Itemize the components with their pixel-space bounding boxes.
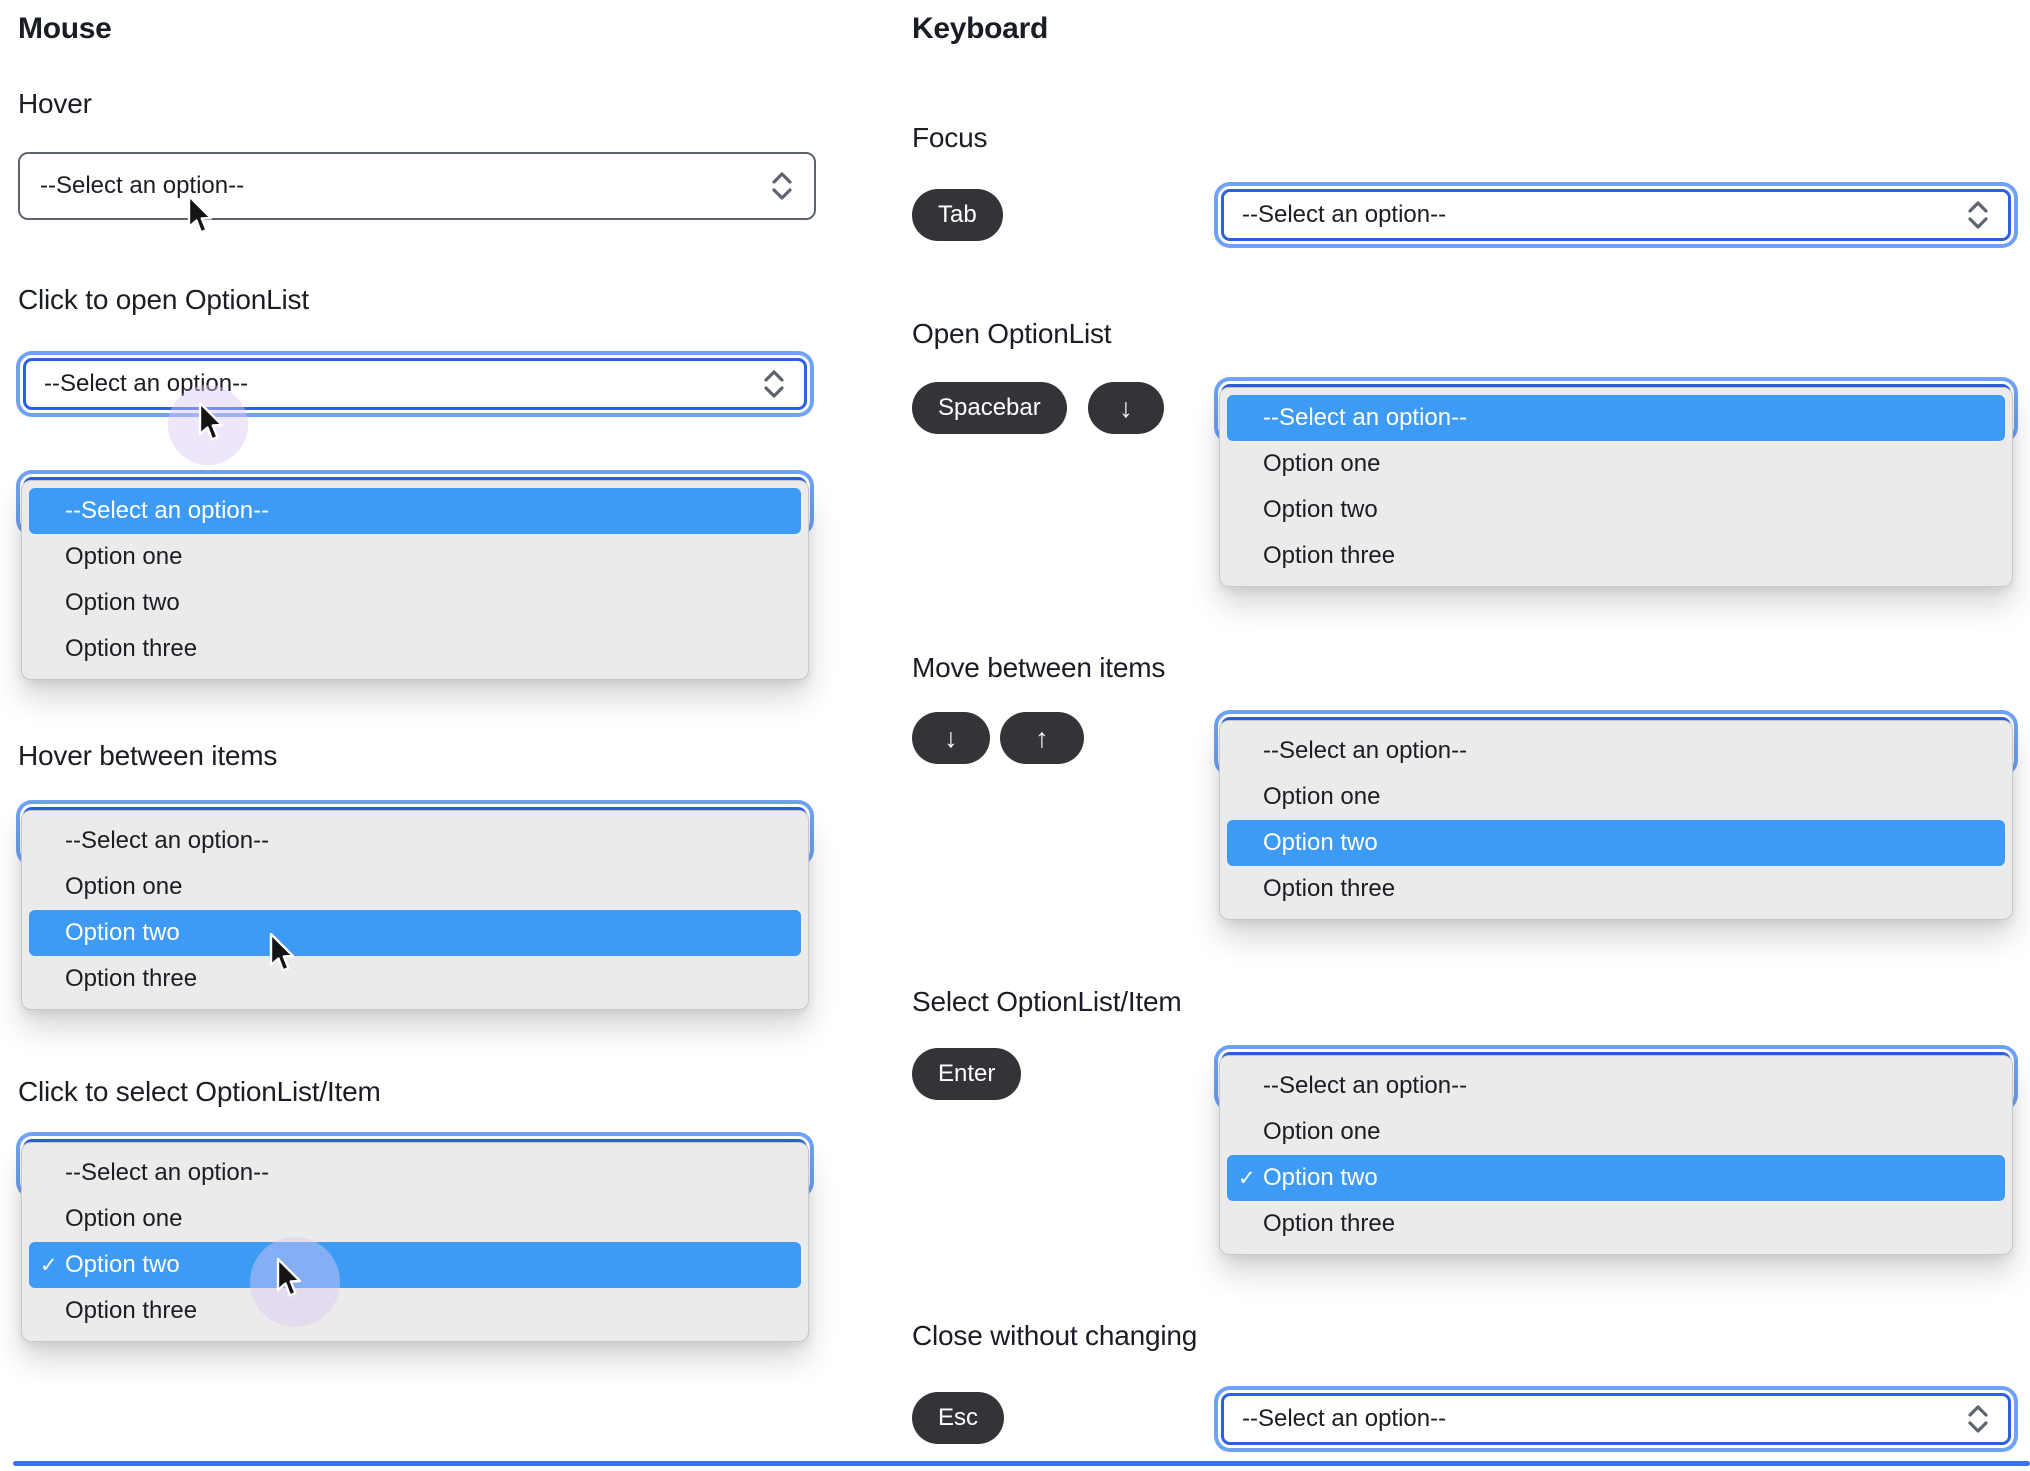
optionlist-panel: --Select an option-- Option one Option t… xyxy=(1219,387,2013,587)
column-title-mouse: Mouse xyxy=(18,12,112,45)
option-item[interactable]: Option three xyxy=(65,1297,198,1324)
section-label-move: Move between items xyxy=(912,652,1166,683)
select-placeholder: --Select an option-- xyxy=(1242,1405,1447,1432)
optionlist-panel: --Select an option-- Option one ✓ Option… xyxy=(1219,1055,2013,1255)
key-esc: Esc xyxy=(912,1392,1005,1444)
optionlist-panel: --Select an option-- Option one Option t… xyxy=(1219,720,2013,920)
section-label-hover: Hover xyxy=(18,88,92,119)
option-item[interactable]: --Select an option-- xyxy=(1263,1072,1468,1099)
section-label-hover-between: Hover between items xyxy=(18,740,278,771)
optionlist-open: --Select an option-- Option one Option t… xyxy=(1214,377,2018,587)
section-label-click-open: Click to open OptionList xyxy=(18,284,309,315)
chevron-updown-icon xyxy=(1966,200,1990,230)
key-tab: Tab xyxy=(912,189,1003,241)
option-item[interactable]: Option one xyxy=(65,873,183,900)
option-item[interactable]: Option three xyxy=(65,635,198,662)
option-item-selected[interactable]: ✓ Option two xyxy=(1227,1155,2005,1201)
mouse-cursor-icon xyxy=(268,932,296,980)
option-item[interactable]: --Select an option-- xyxy=(65,827,270,854)
select-placeholder: --Select an option-- xyxy=(40,172,245,199)
option-item[interactable]: Option three xyxy=(1263,1210,1396,1237)
optionlist-click-to-select: --Select an option-- Option one ✓ Option… xyxy=(16,1132,814,1342)
section-label-open: Open OptionList xyxy=(912,318,1112,349)
mouse-cursor-icon xyxy=(275,1257,303,1305)
section-label-click-select: Click to select OptionList/Item xyxy=(18,1076,381,1107)
select-focus[interactable]: --Select an option-- xyxy=(1221,189,2011,241)
optionlist-move: --Select an option-- Option one Option t… xyxy=(1214,710,2018,920)
section-label-select: Select OptionList/Item xyxy=(912,986,1182,1017)
optionlist-panel: --Select an option-- Option one Option t… xyxy=(21,480,809,680)
select-close[interactable]: --Select an option-- xyxy=(1221,1393,2011,1445)
chevron-updown-icon xyxy=(762,369,786,399)
option-item[interactable]: Option one xyxy=(1263,450,1381,477)
mouse-cursor-icon xyxy=(186,194,214,242)
select-placeholder: --Select an option-- xyxy=(1242,201,1447,228)
column-title-keyboard: Keyboard xyxy=(912,12,1048,45)
checkmark-icon: ✓ xyxy=(1238,1166,1256,1190)
key-enter: Enter xyxy=(912,1048,1022,1100)
option-item[interactable]: Option two xyxy=(1263,496,1378,523)
option-item[interactable]: Option one xyxy=(1263,783,1381,810)
select-click-to-open[interactable]: --Select an option-- xyxy=(23,358,807,410)
optionlist-panel: --Select an option-- Option one ✓ Option… xyxy=(21,1142,809,1342)
option-item[interactable]: Option two xyxy=(65,589,180,616)
option-item[interactable]: Option one xyxy=(1263,1118,1381,1145)
option-item[interactable]: --Select an option-- xyxy=(65,1159,270,1186)
key-spacebar: Spacebar xyxy=(912,382,1067,434)
optionlist-click-to-open: --Select an option-- Option one Option t… xyxy=(16,470,814,680)
key-arrow-down: ↓ xyxy=(912,712,990,764)
checkmark-icon: ✓ xyxy=(40,1253,58,1277)
key-arrow-down: ↓ xyxy=(1088,382,1164,434)
option-item-selected[interactable]: --Select an option-- xyxy=(29,488,801,534)
select-hover[interactable]: --Select an option-- xyxy=(18,152,816,220)
option-item[interactable]: Option three xyxy=(65,965,198,992)
option-item-selected[interactable]: ✓ Option two xyxy=(29,1242,801,1288)
optionlist-panel: --Select an option-- Option one Option t… xyxy=(21,810,809,1010)
chevron-updown-icon xyxy=(1966,1404,1990,1434)
option-item-active[interactable]: Option two xyxy=(1227,820,2005,866)
optionlist-hover-between: --Select an option-- Option one Option t… xyxy=(16,800,814,1010)
option-item[interactable]: --Select an option-- xyxy=(1263,737,1468,764)
option-item-hovered[interactable]: Option two xyxy=(29,910,801,956)
option-item[interactable]: Option three xyxy=(1263,875,1396,902)
section-label-focus: Focus xyxy=(912,122,988,153)
option-item[interactable]: Option one xyxy=(65,543,183,570)
bottom-focus-ring-edge xyxy=(13,1461,2030,1466)
option-item[interactable]: Option one xyxy=(65,1205,183,1232)
option-item[interactable]: Option three xyxy=(1263,542,1396,569)
section-label-close: Close without changing xyxy=(912,1320,1198,1351)
option-item-selected[interactable]: --Select an option-- xyxy=(1227,395,2005,441)
option-item-label: Option two xyxy=(65,1251,180,1278)
chevron-updown-icon xyxy=(770,171,794,201)
mouse-cursor-icon xyxy=(197,401,225,449)
option-item-label: Option two xyxy=(1263,1164,1378,1191)
select-placeholder: --Select an option-- xyxy=(44,370,249,397)
optionlist-select: --Select an option-- Option one ✓ Option… xyxy=(1214,1045,2018,1255)
key-arrow-up: ↑ xyxy=(1000,712,1084,764)
